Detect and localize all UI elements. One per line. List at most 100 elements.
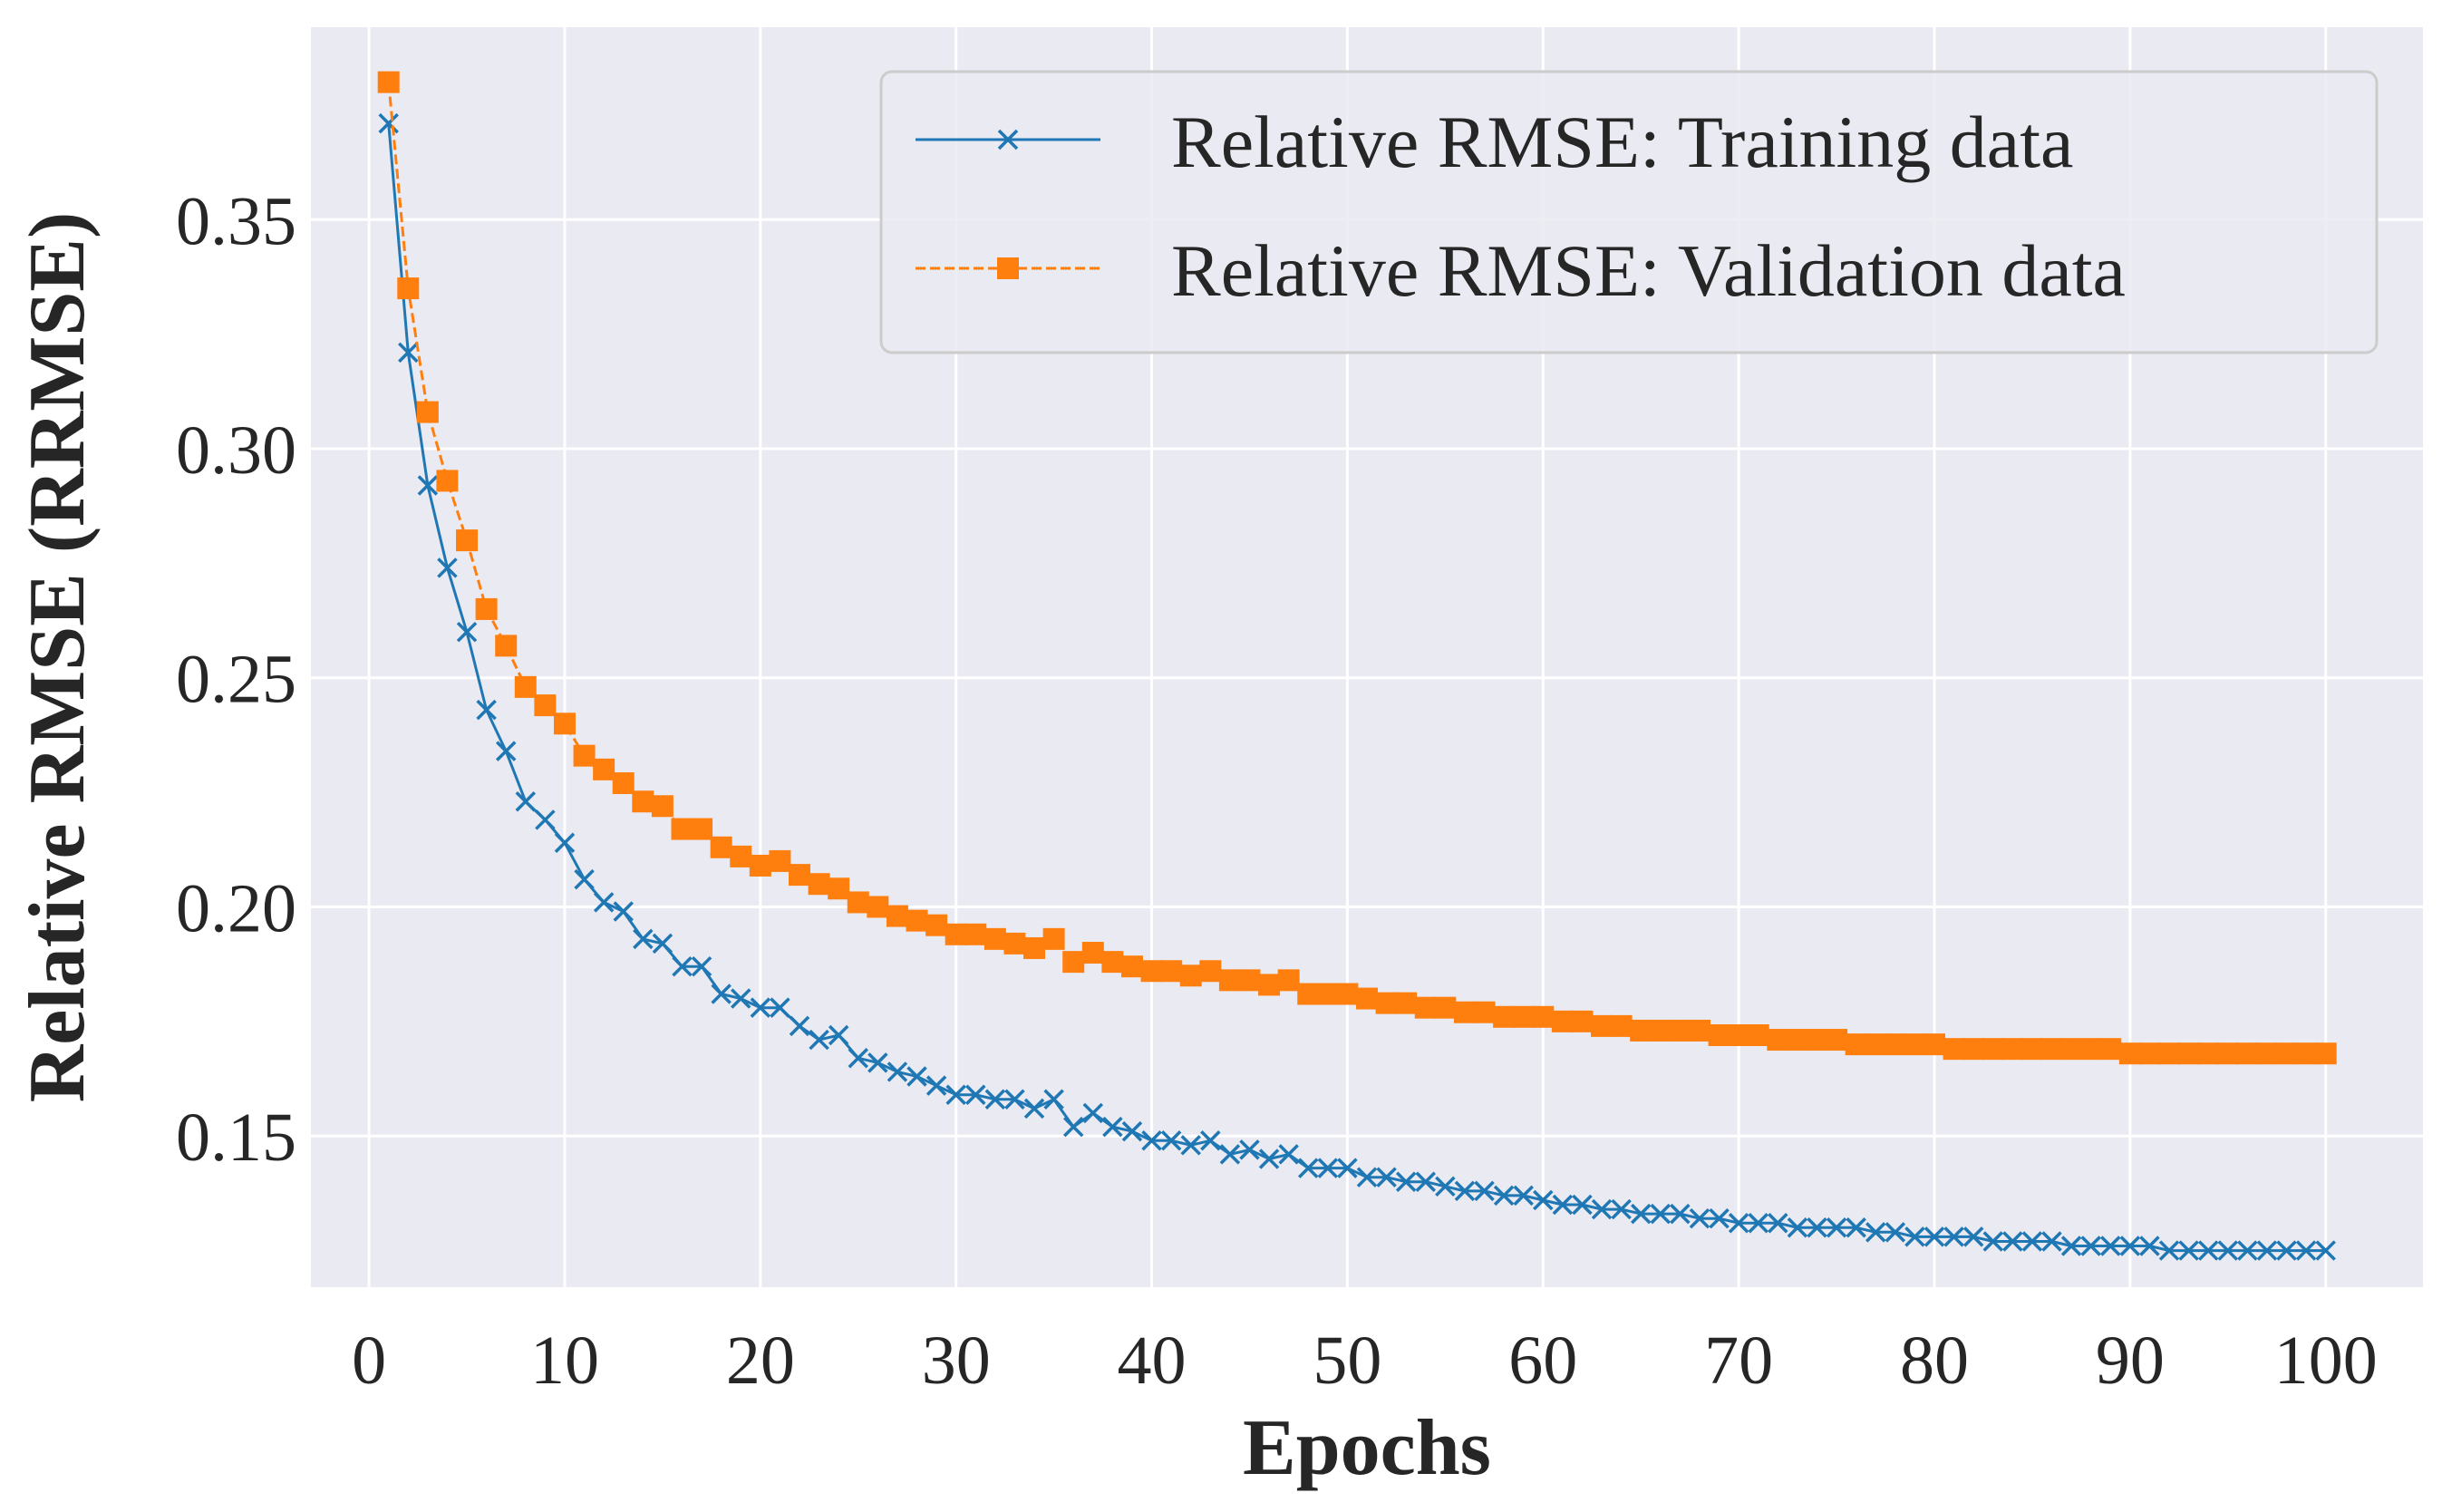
data-point xyxy=(1611,1198,1632,1220)
data-point xyxy=(964,923,987,945)
data-point xyxy=(711,984,732,1004)
data-point xyxy=(2158,1042,2181,1065)
series-line xyxy=(387,122,2326,1253)
data-point xyxy=(1689,1207,1710,1229)
data-point xyxy=(1688,1019,1710,1042)
data-point xyxy=(1630,1203,1652,1225)
data-point xyxy=(574,868,595,890)
data-point xyxy=(1199,960,1222,983)
data-point xyxy=(1650,1203,1672,1225)
data-point xyxy=(1512,1005,1535,1028)
data-point xyxy=(2315,1240,2336,1261)
data-point xyxy=(1826,1217,1847,1238)
data-point xyxy=(2236,1042,2259,1065)
data-point xyxy=(1923,1033,1945,1056)
data-point xyxy=(1787,1217,1808,1238)
data-point xyxy=(1551,1010,1574,1032)
data-point xyxy=(1610,1014,1633,1037)
data-point xyxy=(553,712,576,735)
data-point xyxy=(1180,1135,1201,1156)
data-point xyxy=(1278,1144,1299,1165)
data-point xyxy=(1160,960,1183,983)
data-point xyxy=(1786,1029,1808,1052)
data-point xyxy=(1042,927,1065,950)
data-point xyxy=(1239,1139,1260,1160)
series-1 xyxy=(378,112,2336,1261)
data-point xyxy=(397,277,420,300)
data-point xyxy=(1102,1116,1123,1138)
data-point xyxy=(691,955,712,977)
data-point xyxy=(456,529,479,552)
data-point xyxy=(534,694,557,717)
legend-validation-marker xyxy=(997,257,1019,279)
data-point xyxy=(789,864,811,887)
data-point xyxy=(436,470,459,492)
data-point xyxy=(1258,1149,1280,1169)
data-point xyxy=(1003,932,1026,955)
data-point xyxy=(2178,1240,2199,1261)
data-point xyxy=(1082,1102,1104,1124)
data-point xyxy=(593,758,615,780)
data-point xyxy=(1004,1089,1025,1110)
data-point xyxy=(2177,1042,2200,1065)
data-point xyxy=(1474,1180,1495,1202)
y-tick-label: 0.35 xyxy=(176,183,296,259)
data-point xyxy=(1062,1116,1084,1138)
data-point xyxy=(965,1084,986,1105)
data-point xyxy=(495,635,518,657)
data-point xyxy=(633,928,654,950)
x-tick-label: 40 xyxy=(1118,1323,1187,1399)
y-tick-label: 0.15 xyxy=(176,1100,296,1176)
data-point xyxy=(2295,1240,2317,1261)
data-point xyxy=(652,933,673,955)
data-point xyxy=(749,854,771,877)
series-2 xyxy=(377,71,2337,1065)
data-point xyxy=(1473,1001,1496,1023)
data-point xyxy=(2040,1038,2063,1061)
data-point xyxy=(1846,1217,1866,1238)
data-point xyxy=(887,1061,908,1082)
data-point xyxy=(945,1084,966,1105)
data-point xyxy=(1649,1019,1672,1042)
data-point xyxy=(1062,951,1085,974)
data-point xyxy=(2020,1038,2043,1061)
data-point xyxy=(398,342,419,363)
x-tick-label: 50 xyxy=(1313,1323,1381,1399)
data-point xyxy=(2138,1042,2161,1065)
data-point xyxy=(1218,969,1241,992)
data-point xyxy=(2099,1038,2122,1061)
data-point xyxy=(514,675,537,698)
data-point xyxy=(2314,1042,2337,1065)
data-point xyxy=(1768,1213,1788,1234)
data-point xyxy=(671,818,693,840)
data-point xyxy=(2295,1042,2318,1065)
data-point xyxy=(2001,1038,2024,1061)
data-point xyxy=(378,112,399,134)
data-point xyxy=(2080,1236,2101,1256)
data-point xyxy=(2158,1240,2180,1261)
data-point xyxy=(377,71,400,93)
data-point xyxy=(2079,1038,2102,1061)
data-point xyxy=(495,741,517,761)
data-point xyxy=(1591,1014,1613,1037)
data-point xyxy=(416,401,439,423)
x-tick-label: 0 xyxy=(352,1323,386,1399)
data-point xyxy=(2118,1042,2141,1065)
data-point xyxy=(1356,1167,1378,1187)
legend-validation-label: Relative RMSE: Validation data xyxy=(1171,229,2126,312)
data-point xyxy=(1669,1019,1691,1042)
data-point xyxy=(1415,1171,1436,1192)
data-point xyxy=(1297,983,1320,1005)
data-point xyxy=(691,818,713,840)
data-point xyxy=(925,1075,947,1096)
y-tick-label: 0.25 xyxy=(176,642,296,718)
data-point xyxy=(1747,1024,1769,1046)
data-point xyxy=(1826,1029,1848,1052)
data-point xyxy=(1767,1029,1789,1052)
data-point xyxy=(1258,974,1281,996)
data-point xyxy=(808,873,830,896)
data-point xyxy=(1552,1194,1574,1216)
data-point xyxy=(1140,960,1163,983)
data-point xyxy=(1160,1130,1182,1151)
data-point xyxy=(1572,1194,1593,1216)
